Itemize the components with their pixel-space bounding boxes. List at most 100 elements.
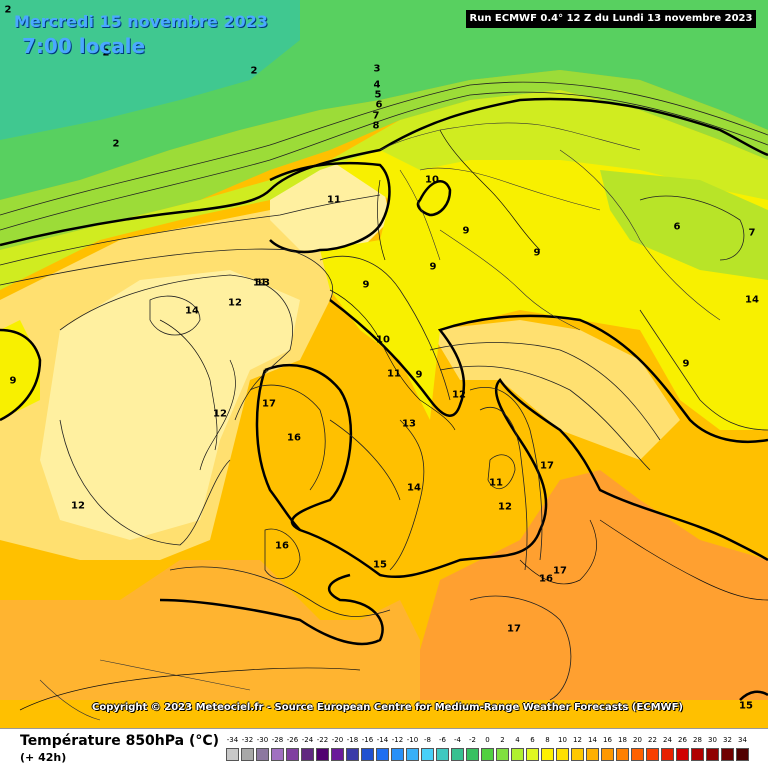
color-scale-labels: -34 -32 -30 -28 -26 -24 -22 -20 -18 -16 -14 -12 -10-… [226, 736, 754, 746]
contour-label: 14 [185, 305, 199, 317]
contour-label: 14 [407, 482, 421, 494]
scale-label: 0 [485, 736, 490, 744]
scale-swatch [631, 748, 644, 761]
contour-label: 14 [745, 294, 759, 306]
coastlines [19, 129, 768, 711]
contour-label: 11 [387, 368, 401, 380]
contour-label: 12 [71, 500, 85, 512]
scale-swatch [436, 748, 449, 761]
contour-label: 4 [373, 79, 381, 91]
scale-label: -18 [346, 736, 359, 744]
contour-label: 6 [375, 99, 383, 111]
thin-contours [0, 81, 768, 701]
scale-label: -30 [256, 736, 269, 744]
contour-label: 9 [429, 261, 437, 273]
contour-label: 12 [228, 297, 242, 309]
scale-label: 4 [515, 736, 520, 744]
model-run-info: Run ECMWF 0.4° 12 Z du Lundi 13 novembre… [466, 10, 756, 28]
contour-label: 10 [376, 334, 390, 346]
scale-swatch [721, 748, 734, 761]
contour-thick-alps [269, 161, 391, 254]
scale-swatch [451, 748, 464, 761]
fill-10-12-west [40, 270, 300, 540]
scale-swatch [661, 748, 674, 761]
scale-swatch [646, 748, 659, 761]
scale-label: 18 [618, 736, 627, 744]
contour-label: 9 [533, 247, 541, 259]
contour-label: 11 [327, 194, 341, 206]
fill-10-12-north [270, 160, 390, 250]
scale-swatch [421, 748, 434, 761]
contour-label: 11 [253, 277, 267, 289]
scale-swatch [331, 748, 344, 761]
scale-swatch [511, 748, 524, 761]
scale-label: -16 [361, 736, 374, 744]
contour-label: 9 [9, 375, 17, 387]
contour-label: 11 [489, 477, 503, 489]
scale-swatch [676, 748, 689, 761]
scale-label: 6 [530, 736, 535, 744]
scale-swatch [241, 748, 254, 761]
contour-thick-corner [739, 690, 768, 701]
contour-label: 12 [213, 408, 227, 420]
scale-label: 16 [603, 736, 612, 744]
contour-thick-adriatic [416, 180, 452, 217]
contour-label: 2 [112, 138, 120, 150]
scale-swatch [571, 748, 584, 761]
scale-label: -26 [286, 736, 299, 744]
fill-6-8-east [600, 170, 768, 280]
scale-label: -20 [331, 736, 344, 744]
fill-12-14-east [430, 320, 680, 460]
fill-0-2-northwest [0, 0, 300, 140]
scale-swatch [256, 748, 269, 761]
contour-label: 17 [507, 623, 521, 635]
scale-swatch [466, 748, 479, 761]
scale-swatch [406, 748, 419, 761]
scale-swatch [361, 748, 374, 761]
forecast-time: 7:00 locale [22, 34, 146, 58]
scale-label: -22 [316, 736, 329, 744]
scale-label: 32 [723, 736, 732, 744]
fill-14-16-south [0, 560, 420, 700]
scale-label: -14 [376, 736, 389, 744]
scale-swatch [226, 748, 239, 761]
contour-label: 6 [673, 221, 681, 233]
scale-swatch [316, 748, 329, 761]
contour-label: 3 [373, 63, 381, 75]
scale-label: -34 [226, 736, 239, 744]
scale-label: -28 [271, 736, 284, 744]
scale-label: 12 [573, 736, 582, 744]
contour-label: 17 [540, 460, 554, 472]
contour-label: 13 [402, 418, 416, 430]
contour-label: 5 [374, 89, 382, 101]
contour-label: 2 [102, 47, 110, 59]
scale-swatch [706, 748, 719, 761]
scale-label: 28 [693, 736, 702, 744]
contour-thick-south [159, 573, 384, 646]
contour-label: 9 [415, 369, 423, 381]
scale-label: -10 [406, 736, 419, 744]
contour-label: 10 [425, 174, 439, 186]
scale-label: 20 [633, 736, 642, 744]
scale-label: -12 [391, 736, 404, 744]
scale-swatch [301, 748, 314, 761]
scale-label: 26 [678, 736, 687, 744]
scale-swatch [586, 748, 599, 761]
scale-label: -2 [469, 736, 476, 744]
contour-label: 17 [553, 565, 567, 577]
contour-thick-italy-balkans [329, 299, 768, 444]
scale-label: 24 [663, 736, 672, 744]
forecast-date: Mercredi 15 novembre 2023 [14, 12, 268, 31]
copyright-notice: Copyright © 2023 Meteociel.fr - Source E… [92, 702, 683, 713]
scale-swatch [286, 748, 299, 761]
contour-label: 16 [539, 573, 553, 585]
lead-time: (+ 42h) [20, 751, 67, 764]
fill-16-18-east [420, 470, 768, 700]
scale-label: 34 [738, 736, 747, 744]
scale-swatch [391, 748, 404, 761]
scale-swatch [691, 748, 704, 761]
contour-label: 12 [498, 501, 512, 513]
contour-label: 12 [452, 389, 466, 401]
